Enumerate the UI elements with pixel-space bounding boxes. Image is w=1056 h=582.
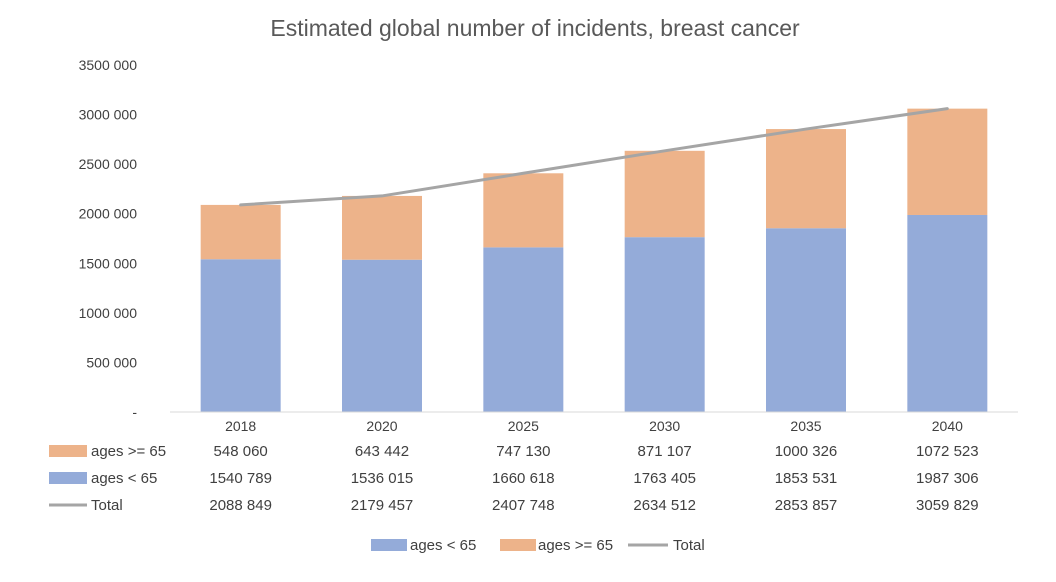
y-tick-label: - (132, 404, 137, 420)
legend-key-over-65 (500, 539, 536, 551)
table-cell: 643 442 (355, 443, 409, 460)
x-axis: 2018 2020 2025 2030 2035 2040 (225, 418, 963, 434)
table-cell: 2634 512 (633, 497, 696, 514)
bar-under-65 (907, 214, 988, 412)
x-tick-label: 2025 (508, 418, 539, 434)
bar-under-65 (483, 247, 564, 412)
y-tick-label: 2000 000 (79, 206, 138, 222)
table-row-label: Total (91, 497, 123, 514)
table-cell: 1987 306 (916, 470, 979, 487)
y-tick-label: 2500 000 (79, 156, 138, 172)
bar-over-65 (483, 173, 564, 248)
table-cell: 3059 829 (916, 497, 979, 514)
legend: ages < 65 ages >= 65 Total (371, 537, 705, 554)
table-cell: 747 130 (496, 443, 550, 460)
table-cell: 1853 531 (775, 470, 838, 487)
table-cell: 548 060 (214, 443, 268, 460)
y-tick-label: 3500 000 (79, 57, 138, 73)
table-row-label: ages < 65 (91, 470, 157, 487)
table-cell: 1072 523 (916, 443, 979, 460)
table-cell: 2179 457 (351, 497, 414, 514)
data-table: ages >= 65 548 060 643 442 747 130 871 107 10… (49, 443, 979, 514)
table-cell: 1660 618 (492, 470, 555, 487)
bar-over-65 (342, 195, 422, 260)
x-tick-label: 2020 (366, 418, 397, 434)
bar-under-65 (624, 237, 705, 412)
bars (200, 108, 988, 412)
table-cell: 871 107 (638, 443, 692, 460)
chart-title: Estimated global number of incidents, br… (270, 15, 800, 41)
table-cell: 2407 748 (492, 497, 555, 514)
y-tick-label: 1000 000 (79, 305, 138, 321)
y-axis: - 500 000 1000 000 1500 000 2000 000 2500 000… (79, 57, 138, 420)
legend-label-total: Total (673, 537, 705, 554)
y-tick-label: 1500 000 (79, 255, 138, 271)
table-key-under-65 (49, 472, 87, 484)
table-key-over-65 (49, 445, 87, 457)
y-tick-label: 500 000 (86, 354, 137, 370)
legend-label-over-65: ages >= 65 (538, 537, 613, 554)
legend-label-under-65: ages < 65 (410, 537, 476, 554)
table-cell: 1000 326 (775, 443, 838, 460)
bar-over-65 (766, 129, 846, 229)
total-line-group (239, 107, 949, 207)
bar-under-65 (342, 259, 422, 412)
bar-over-65 (200, 204, 281, 260)
y-tick-label: 3000 000 (79, 107, 138, 123)
table-cell: 1536 015 (351, 470, 414, 487)
legend-key-under-65 (371, 539, 407, 551)
table-row-label: ages >= 65 (91, 443, 166, 460)
x-tick-label: 2030 (649, 418, 680, 434)
total-line (239, 107, 949, 207)
bar-under-65 (200, 259, 281, 412)
table-cell: 2853 857 (775, 497, 838, 514)
x-tick-label: 2035 (790, 418, 821, 434)
bar-over-65 (624, 150, 705, 238)
table-cell: 1763 405 (633, 470, 696, 487)
bar-under-65 (766, 228, 846, 412)
x-tick-label: 2040 (932, 418, 963, 434)
bar-over-65 (907, 108, 988, 215)
table-cell: 2088 849 (209, 497, 272, 514)
x-tick-label: 2018 (225, 418, 256, 434)
table-cell: 1540 789 (209, 470, 272, 487)
